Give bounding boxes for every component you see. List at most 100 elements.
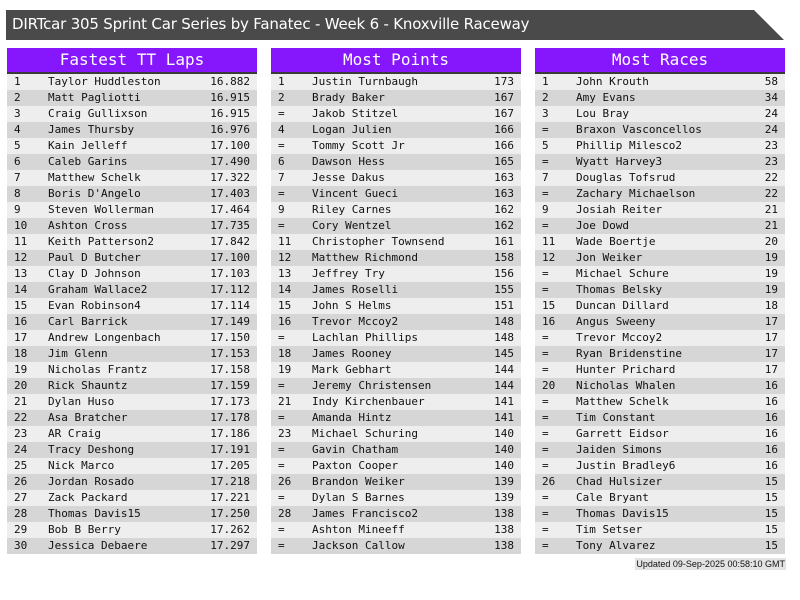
value-cell: 17.191 [210,443,250,456]
table-row: = Matthew Schelk 16 [535,394,785,410]
table-row: = Tim Constant 16 [535,410,785,426]
table-row: 18 James Rooney 145 [271,346,521,362]
value-cell: 24 [764,123,778,136]
value-cell: 155 [494,283,514,296]
driver-name: Braxon Vasconcellos [576,123,702,136]
driver-name: Nicholas Frantz [48,363,148,376]
table-row: 13 Clay D Johnson 17.103 [7,266,257,282]
driver-name: Kain Jelleff [48,139,128,152]
value-cell: 162 [494,219,514,232]
value-cell: 17.464 [210,203,250,216]
rank-cell: 19 [14,363,28,376]
table-row: 7 Matthew Schelk 17.322 [7,170,257,186]
rank-cell: 11 [278,235,292,248]
driver-name: Thomas Belsky [576,283,663,296]
value-cell: 151 [494,299,514,312]
rank-cell: 8 [14,187,21,200]
table-row: = Vincent Gueci 163 [271,186,521,202]
value-cell: 16 [764,379,778,392]
value-cell: 138 [494,507,514,520]
value-cell: 140 [494,427,514,440]
table-row: = Braxon Vasconcellos 24 [535,122,785,138]
table-row: 13 Jeffrey Try 156 [271,266,521,282]
table-row: 12 Paul D Butcher 17.100 [7,250,257,266]
driver-name: Duncan Dillard [576,299,669,312]
value-cell: 140 [494,459,514,472]
driver-name: Chad Hulsizer [576,475,663,488]
page-title: DIRTcar 305 Sprint Car Series by Fanatec… [12,15,530,33]
table-row: = Cory Wentzel 162 [271,218,521,234]
table-row: 23 Michael Schuring 140 [271,426,521,442]
driver-name: Bob B Berry [48,523,121,536]
rank-cell: 14 [14,283,28,296]
driver-name: Matthew Richmond [312,251,418,264]
rank-cell: 16 [278,315,292,328]
table-row: 11 Wade Boertje 20 [535,234,785,250]
driver-name: Jon Weiker [576,251,643,264]
driver-name: James Thursby [48,123,135,136]
driver-name: Wyatt Harvey3 [576,155,663,168]
value-cell: 166 [494,139,514,152]
rank-cell: = [542,187,549,200]
value-cell: 15 [764,507,778,520]
driver-name: Taylor Huddleston [48,75,161,88]
driver-name: James Rooney [312,347,392,360]
value-cell: 17.205 [210,459,250,472]
value-cell: 23 [764,155,778,168]
value-cell: 22 [764,187,778,200]
rank-cell: 7 [542,171,549,184]
rank-cell: = [278,187,285,200]
driver-name: Tracy Deshong [48,443,135,456]
table-row: = Ryan Bridenstine 17 [535,346,785,362]
value-cell: 144 [494,363,514,376]
driver-name: Brandon Weiker [312,475,405,488]
driver-name: Thomas Davis15 [576,507,669,520]
value-cell: 58 [764,75,778,88]
table-row: 14 Graham Wallace2 17.112 [7,282,257,298]
rank-cell: 18 [278,347,292,360]
rank-cell: 2 [278,91,285,104]
table-row: 28 James Francisco2 138 [271,506,521,522]
table-row: 4 Logan Julien 166 [271,122,521,138]
driver-name: Joe Dowd [576,219,629,232]
driver-name: Keith Patterson2 [48,235,154,248]
value-cell: 17.159 [210,379,250,392]
rank-cell: = [542,539,549,552]
value-cell: 17.250 [210,507,250,520]
table-row: 17 Andrew Longenbach 17.150 [7,330,257,346]
leaderboard-table: 1 Justin Turnbaugh 173 2 Brady Baker 167 = Jako… [271,74,521,554]
rank-cell: = [278,219,285,232]
table-row: = Zachary Michaelson 22 [535,186,785,202]
driver-name: Jeremy Christensen [312,379,432,392]
value-cell: 163 [494,171,514,184]
table-row: = Garrett Eidsor 16 [535,426,785,442]
driver-name: Zack Packard [48,491,128,504]
driver-name: Jackson Callow [312,539,405,552]
table-row: = Amanda Hintz 141 [271,410,521,426]
driver-name: Jesse Dakus [312,171,385,184]
rank-cell: 5 [542,139,549,152]
driver-name: Hunter Prichard [576,363,676,376]
driver-name: Mark Gebhart [312,363,392,376]
rank-cell: 22 [14,411,28,424]
table-row: = Ashton Mineeff 138 [271,522,521,538]
value-cell: 19 [764,283,778,296]
driver-name: Logan Julien [312,123,392,136]
value-cell: 16.915 [210,91,250,104]
driver-name: AR Craig [48,427,101,440]
table-row: 1 John Krouth 58 [535,74,785,90]
value-cell: 21 [764,219,778,232]
updated-timestamp: Updated 09-Sep-2025 00:58:10 GMT [635,558,786,570]
driver-name: Thomas Davis15 [48,507,141,520]
value-cell: 17.842 [210,235,250,248]
driver-name: James Francisco2 [312,507,418,520]
table-row: 1 Taylor Huddleston 16.882 [7,74,257,90]
driver-name: Phillip Milesco2 [576,139,682,152]
rank-cell: = [278,443,285,456]
rank-cell: 20 [542,379,556,392]
value-cell: 148 [494,315,514,328]
table-row: = Paxton Cooper 140 [271,458,521,474]
table-row: 12 Matthew Richmond 158 [271,250,521,266]
driver-name: Jaiden Simons [576,443,663,456]
table-row: 29 Bob B Berry 17.262 [7,522,257,538]
